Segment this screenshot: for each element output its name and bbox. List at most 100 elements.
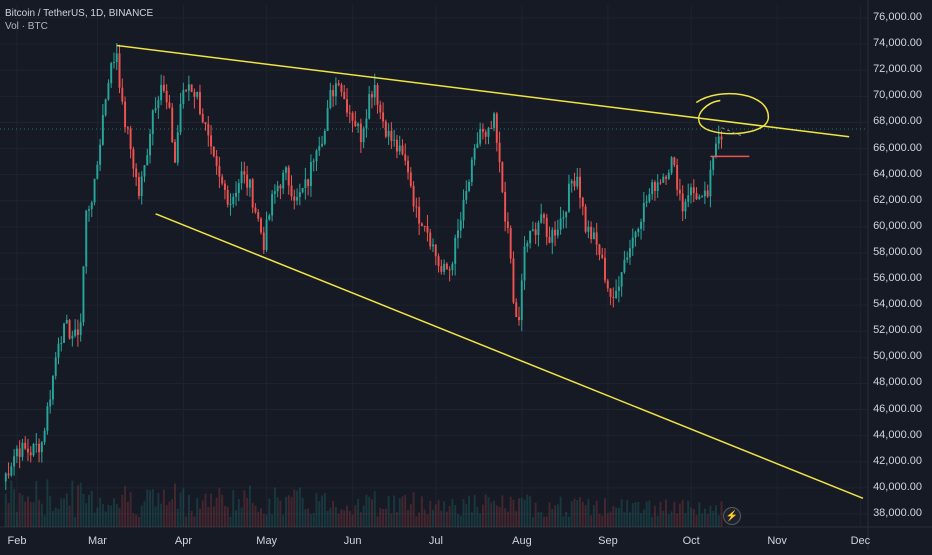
volume-bar <box>149 490 152 527</box>
volume-bar <box>57 508 60 527</box>
candle-body <box>282 172 285 189</box>
candle-body <box>493 113 496 129</box>
volume-legend[interactable]: Vol · BTC <box>5 21 48 32</box>
candle-body <box>99 144 102 165</box>
candle-body <box>384 121 387 137</box>
candle-body <box>534 229 537 236</box>
volume-bar <box>554 505 557 527</box>
candle-body <box>143 165 146 177</box>
candle-body <box>437 256 440 267</box>
price-tick-label: 44,000.00 <box>873 428 922 441</box>
candle-body <box>362 128 365 143</box>
candle-body <box>470 159 473 182</box>
month-tick-label: Feb <box>8 535 27 547</box>
price-tick-label: 66,000.00 <box>873 141 922 154</box>
candle-body <box>318 146 321 151</box>
volume-bar <box>534 502 537 527</box>
volume-bar <box>226 506 229 527</box>
candle-body <box>162 84 165 91</box>
candle-body <box>204 122 207 125</box>
price-tick-label: 54,000.00 <box>873 298 922 311</box>
volume-bar <box>221 494 224 527</box>
volume-bar <box>223 505 226 527</box>
volume-bar <box>198 508 201 527</box>
drawings[interactable] <box>0 44 868 499</box>
candle-body <box>329 90 332 108</box>
candle-body <box>554 229 557 236</box>
candle-body <box>703 190 706 197</box>
volume-bar <box>648 500 651 527</box>
volume-bar <box>562 516 565 527</box>
candle-body <box>248 179 251 188</box>
price-tick-label: 70,000.00 <box>873 89 922 102</box>
volume-bar <box>412 492 415 527</box>
volume-bar <box>4 493 7 527</box>
volume-bar <box>187 494 190 527</box>
candle-body <box>68 320 71 339</box>
volume-bar <box>212 506 215 527</box>
candle-body <box>379 104 382 113</box>
volume-bar <box>443 501 446 527</box>
candle-body <box>620 272 623 287</box>
volume-bar <box>104 511 107 527</box>
volume-bar <box>487 497 490 527</box>
candle-body <box>531 229 534 231</box>
candle-body <box>681 193 684 212</box>
volume-bar <box>681 500 684 527</box>
candle-body <box>612 296 615 298</box>
volume-bar <box>540 512 543 527</box>
candle-body <box>171 107 174 142</box>
candle-body <box>218 165 221 177</box>
volume-bar <box>76 485 79 527</box>
candle-body <box>340 84 343 92</box>
volume-bar <box>137 516 140 527</box>
candle-body <box>495 113 498 143</box>
candle-body <box>476 143 479 149</box>
volume-bar <box>346 505 348 527</box>
price-tick-label: 38,000.00 <box>873 506 922 519</box>
candle-body <box>10 466 13 476</box>
volume-bar <box>268 498 271 527</box>
volume-bar <box>251 503 254 527</box>
volume-bar <box>35 481 38 527</box>
volume-bar <box>465 504 468 527</box>
candle-body <box>401 145 404 155</box>
volume-bar <box>667 514 670 527</box>
candle-body <box>243 171 246 175</box>
volume-bar <box>151 489 154 527</box>
candle-body <box>617 286 620 291</box>
volume-bar <box>717 515 720 527</box>
candle-body <box>409 172 412 186</box>
price-tick-label: 52,000.00 <box>873 324 922 337</box>
volume-bar <box>26 496 29 527</box>
volume-bar <box>387 496 390 527</box>
volume-bar <box>79 482 82 527</box>
candle-body <box>4 473 7 482</box>
candle-body <box>101 115 104 145</box>
candle-body <box>637 228 640 233</box>
volume-bar <box>590 515 593 527</box>
volume-bar <box>409 504 412 527</box>
highlight-ellipse <box>695 92 770 135</box>
lightning-icon[interactable]: ⚡ <box>723 507 741 525</box>
candle-body <box>296 196 299 201</box>
candle-body <box>46 406 49 431</box>
candle-body <box>26 448 29 453</box>
candle-body <box>473 148 476 160</box>
candle-body <box>354 120 357 127</box>
candle-body <box>359 123 362 143</box>
volume-bar <box>82 494 85 527</box>
candle-body <box>154 108 157 111</box>
volume-bar <box>318 501 321 527</box>
price-tick-label: 56,000.00 <box>873 272 922 285</box>
symbol-title[interactable]: Bitcoin / TetherUS, 1D, BINANCE <box>5 8 154 19</box>
candle-body <box>157 100 160 109</box>
symbol-legend: Bitcoin / TetherUS, 1D, BINANCE Vol · BT… <box>5 7 153 33</box>
candle-body <box>273 191 276 194</box>
volume-bar <box>398 498 401 527</box>
volume-bar <box>90 490 93 527</box>
volume-bar <box>440 510 443 527</box>
